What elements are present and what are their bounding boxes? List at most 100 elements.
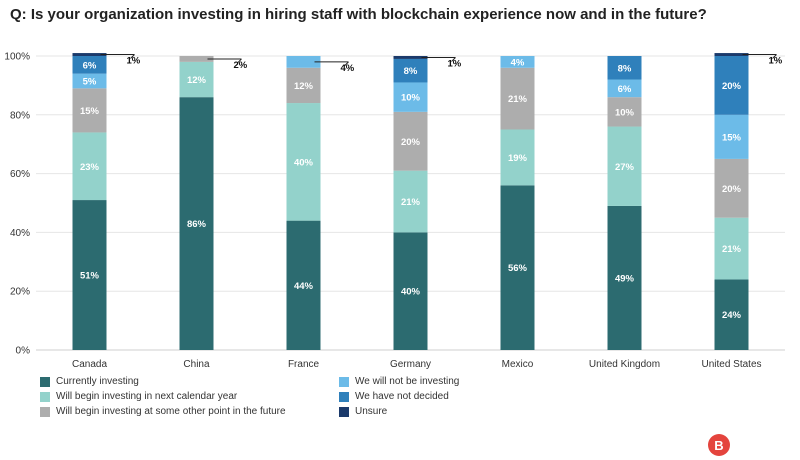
callout-label: 2% xyxy=(234,60,248,71)
data-label: 20% xyxy=(722,184,742,195)
bar-segment xyxy=(500,129,535,186)
bar-segment xyxy=(72,200,107,350)
bar-segment xyxy=(393,82,428,112)
data-label: 49% xyxy=(615,273,635,284)
data-label: 51% xyxy=(80,271,100,282)
chart-title: Q: Is your organization investing in hir… xyxy=(10,6,707,23)
bar-segment xyxy=(607,205,642,350)
bar-segment xyxy=(72,56,107,74)
legend-swatch xyxy=(40,391,50,402)
legend-item-next-year: Will begin investing in next calendar ye… xyxy=(40,391,237,402)
data-label: 21% xyxy=(401,197,421,208)
data-label: 10% xyxy=(615,107,635,118)
bar-segment xyxy=(179,56,214,62)
data-label: 15% xyxy=(80,106,100,117)
callout-label: 4% xyxy=(341,63,355,74)
legend-label: Will begin investing at some other point… xyxy=(56,406,286,417)
data-label: 21% xyxy=(508,94,528,105)
data-label: 6% xyxy=(618,84,632,95)
y-tick-label: 0% xyxy=(16,346,31,357)
y-tick-label: 80% xyxy=(10,110,30,121)
data-label: 24% xyxy=(722,310,742,321)
callout-line xyxy=(130,54,135,59)
callout-label: 1% xyxy=(769,56,783,67)
data-label: 5% xyxy=(83,76,97,87)
bar-segment xyxy=(179,97,214,350)
data-label: 10% xyxy=(401,93,421,104)
bar-segment xyxy=(714,114,749,159)
bar-segment xyxy=(393,58,428,83)
bar-segment xyxy=(286,56,321,68)
bitcoin-logo-icon: B xyxy=(708,434,730,456)
data-label: 56% xyxy=(508,263,528,274)
bar-segment xyxy=(72,132,107,201)
y-tick-label: 40% xyxy=(10,228,30,239)
data-label: 8% xyxy=(618,63,632,74)
legend-swatch xyxy=(339,391,349,402)
x-tick-label: United States xyxy=(701,359,761,370)
x-tick-label: Canada xyxy=(72,359,107,370)
legend-item-currently-investing: Currently investing xyxy=(40,376,139,387)
legend-label: Currently investing xyxy=(56,376,139,387)
bar-segment xyxy=(72,73,107,89)
callout-line xyxy=(237,58,242,64)
bar-segment xyxy=(393,232,428,350)
x-tick-label: France xyxy=(288,359,320,370)
data-label: 20% xyxy=(722,81,742,92)
legend-item-unsure: Unsure xyxy=(339,406,387,417)
data-label: 8% xyxy=(404,66,418,77)
x-tick-label: China xyxy=(183,359,210,370)
data-label: 12% xyxy=(294,81,314,92)
legend-swatch xyxy=(339,376,349,387)
bar-segment xyxy=(286,103,321,221)
y-tick-label: 100% xyxy=(4,52,30,63)
data-label: 40% xyxy=(294,157,314,168)
data-label: 20% xyxy=(401,137,421,148)
callout-line xyxy=(344,61,349,67)
bar-segment xyxy=(607,97,642,127)
legend-swatch xyxy=(339,406,349,417)
data-label: 4% xyxy=(511,57,525,68)
data-label: 21% xyxy=(722,244,742,255)
callout-label: 1% xyxy=(127,56,141,67)
bar-segment xyxy=(179,61,214,98)
bar-segment xyxy=(714,279,749,350)
bar-segment xyxy=(714,158,749,218)
data-label: 19% xyxy=(508,153,528,164)
bar-segment xyxy=(607,56,642,80)
bar-segment xyxy=(286,67,321,104)
legend-item-not-investing: We will not be investing xyxy=(339,376,459,387)
legend-label: Will begin investing in next calendar ye… xyxy=(56,391,238,402)
x-tick-label: United Kingdom xyxy=(589,359,660,370)
bar-segment xyxy=(72,88,107,133)
bar-segment xyxy=(607,126,642,206)
x-tick-label: Germany xyxy=(390,359,431,370)
data-label: 86% xyxy=(187,219,207,230)
legend-swatch xyxy=(40,406,50,417)
bar-segment xyxy=(714,56,749,115)
bar-segment xyxy=(714,53,749,56)
x-tick-label: Mexico xyxy=(502,359,534,370)
legend-swatch xyxy=(40,376,50,387)
bar-segment xyxy=(500,67,535,130)
data-label: 12% xyxy=(187,75,207,86)
callout-label: 1% xyxy=(448,58,462,69)
legend-label: Unsure xyxy=(355,406,388,417)
bar-segment xyxy=(72,53,107,56)
y-tick-label: 20% xyxy=(10,287,30,298)
data-label: 40% xyxy=(401,287,421,298)
y-tick-label: 60% xyxy=(10,169,30,180)
bar-segment xyxy=(607,79,642,98)
data-label: 27% xyxy=(615,162,635,173)
data-label: 44% xyxy=(294,281,314,292)
bar-segment xyxy=(393,56,428,59)
data-label: 15% xyxy=(722,132,742,143)
legend-label: We have not decided xyxy=(355,391,449,402)
data-label: 23% xyxy=(80,162,100,173)
legend-item-other-point: Will begin investing at some other point… xyxy=(40,406,286,417)
bar-segment xyxy=(714,217,749,280)
bar-segment xyxy=(393,170,428,233)
bar-segment xyxy=(286,220,321,350)
data-label: 6% xyxy=(83,60,97,71)
